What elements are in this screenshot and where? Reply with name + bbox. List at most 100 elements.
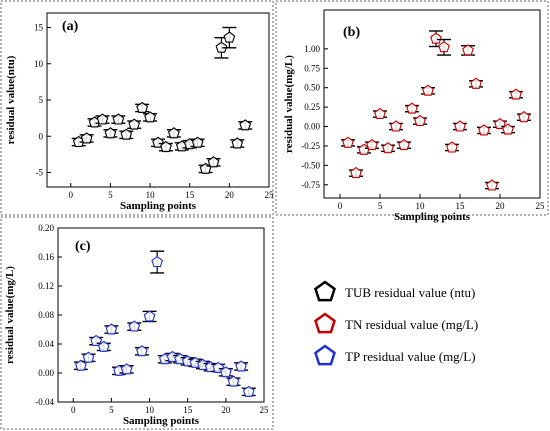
data-point: [235, 360, 247, 372]
legend-label-tn: TN residual value (mg/L): [345, 317, 478, 332]
data-point: [120, 363, 133, 375]
data-point: [510, 88, 522, 100]
x-axis-title: Sampling points: [120, 200, 197, 212]
y-tick-label: 0.08: [38, 310, 54, 320]
y-tick-label: 0.00: [304, 122, 320, 132]
data-point: [239, 119, 252, 131]
panel-label: (c): [75, 239, 91, 254]
panel-label: (a): [62, 19, 79, 34]
data-point: [438, 41, 450, 53]
data-point: [128, 320, 141, 332]
y-tick-label: 1.00: [304, 44, 320, 54]
data-point: [151, 255, 164, 268]
y-axis-title: residual value(mg/L): [283, 55, 295, 153]
x-axis-title: Sampling points: [123, 415, 200, 427]
x-tick-label: 0: [71, 405, 76, 415]
x-tick-label: 20: [225, 190, 235, 200]
data-point: [374, 107, 386, 120]
data-point: [382, 142, 394, 154]
legend-item-tp: TP residual value (mg/L): [314, 344, 476, 366]
data-point: [120, 128, 133, 140]
x-tick-label: 25: [260, 405, 270, 415]
legend-label-tub: TUB residual value (ntu): [345, 285, 475, 300]
data-point: [207, 156, 220, 168]
data-point: [478, 124, 490, 136]
legend-item-tn: TN residual value (mg/L): [314, 312, 478, 334]
x-tick-label: 10: [416, 201, 426, 211]
y-tick-label: -0.25: [301, 141, 320, 151]
panel-label: (b): [343, 25, 360, 40]
data-point: [191, 136, 204, 148]
data-point: [160, 140, 172, 153]
data-point: [422, 84, 434, 96]
y-tick-label: -5: [36, 168, 44, 178]
y-axis-title: residual value(ntu): [5, 55, 17, 144]
data-point: [350, 166, 362, 179]
y-tick-label: 0: [39, 131, 44, 141]
data-point: [231, 137, 244, 149]
x-tick-label: 5: [108, 190, 113, 200]
legend-marker-tn: [314, 312, 336, 334]
data-point: [144, 111, 156, 123]
x-tick-label: 20: [496, 201, 506, 211]
data-point: [97, 340, 110, 352]
y-tick-label: -0.50: [301, 160, 320, 170]
legend-marker-tp: [314, 344, 336, 366]
x-tick-label: 10: [146, 190, 156, 200]
x-tick-label: 10: [145, 405, 155, 415]
data-point: [406, 102, 418, 114]
panel-b-chart: 0 5 10 15 20 25 -0.75 -0.50 -0.25 0.00 0.25 0.50 0.7…: [283, 9, 546, 223]
data-point: [215, 41, 228, 53]
data-point: [502, 123, 514, 135]
x-tick-label: 25: [536, 201, 546, 211]
y-tick-label: 0.04: [38, 339, 54, 349]
y-tick-label: 0.00: [38, 368, 54, 378]
data-point: [82, 351, 95, 363]
x-tick-label: 5: [378, 201, 383, 211]
data-point: [128, 118, 141, 130]
x-tick-label: 20: [221, 405, 231, 415]
x-tick-label: 15: [456, 201, 466, 211]
data-point: [454, 120, 466, 132]
y-tick-label: -0.75: [301, 180, 320, 190]
x-tick-label: 25: [265, 190, 275, 200]
y-axis-title: residual value(mg/L): [4, 266, 16, 364]
x-tick-label: 0: [338, 201, 343, 211]
y-tick-label: 10: [34, 59, 44, 69]
panel-c-frame: [0, 216, 274, 430]
data-point: [430, 32, 442, 44]
data-point: [390, 120, 402, 132]
data-point: [446, 141, 458, 153]
x-axis-title: Sampling points: [394, 211, 471, 223]
x-tick-label: 0: [69, 190, 74, 200]
data-point: [414, 114, 426, 127]
x-tick-label: 15: [185, 190, 195, 200]
legend-item-tub: TUB residual value (ntu): [314, 280, 475, 302]
data-point: [96, 113, 109, 125]
data-point: [75, 359, 87, 371]
y-tick-label: 0.25: [304, 102, 320, 112]
legend-label-tp: TP residual value (mg/L): [345, 349, 476, 364]
data-point: [80, 132, 93, 144]
legend-marker-tub: [314, 280, 336, 302]
data-point: [112, 113, 125, 125]
panel-b-frame: [275, 0, 549, 216]
data-point: [470, 77, 482, 89]
y-tick-label: -0.04: [35, 397, 54, 407]
data-point: [366, 139, 378, 151]
data-point: [242, 385, 255, 397]
x-tick-label: 15: [183, 405, 193, 415]
data-point: [167, 127, 180, 139]
data-point: [486, 179, 498, 191]
data-point: [136, 345, 148, 357]
data-point: [152, 136, 164, 148]
x-tick-label: 5: [109, 405, 114, 415]
y-tick-label: 0.20: [38, 223, 54, 233]
data-point: [219, 366, 232, 378]
panel-a-frame: [0, 0, 274, 216]
data-point: [104, 127, 117, 139]
data-point: [136, 101, 149, 113]
y-tick-label: 0.50: [304, 83, 320, 93]
